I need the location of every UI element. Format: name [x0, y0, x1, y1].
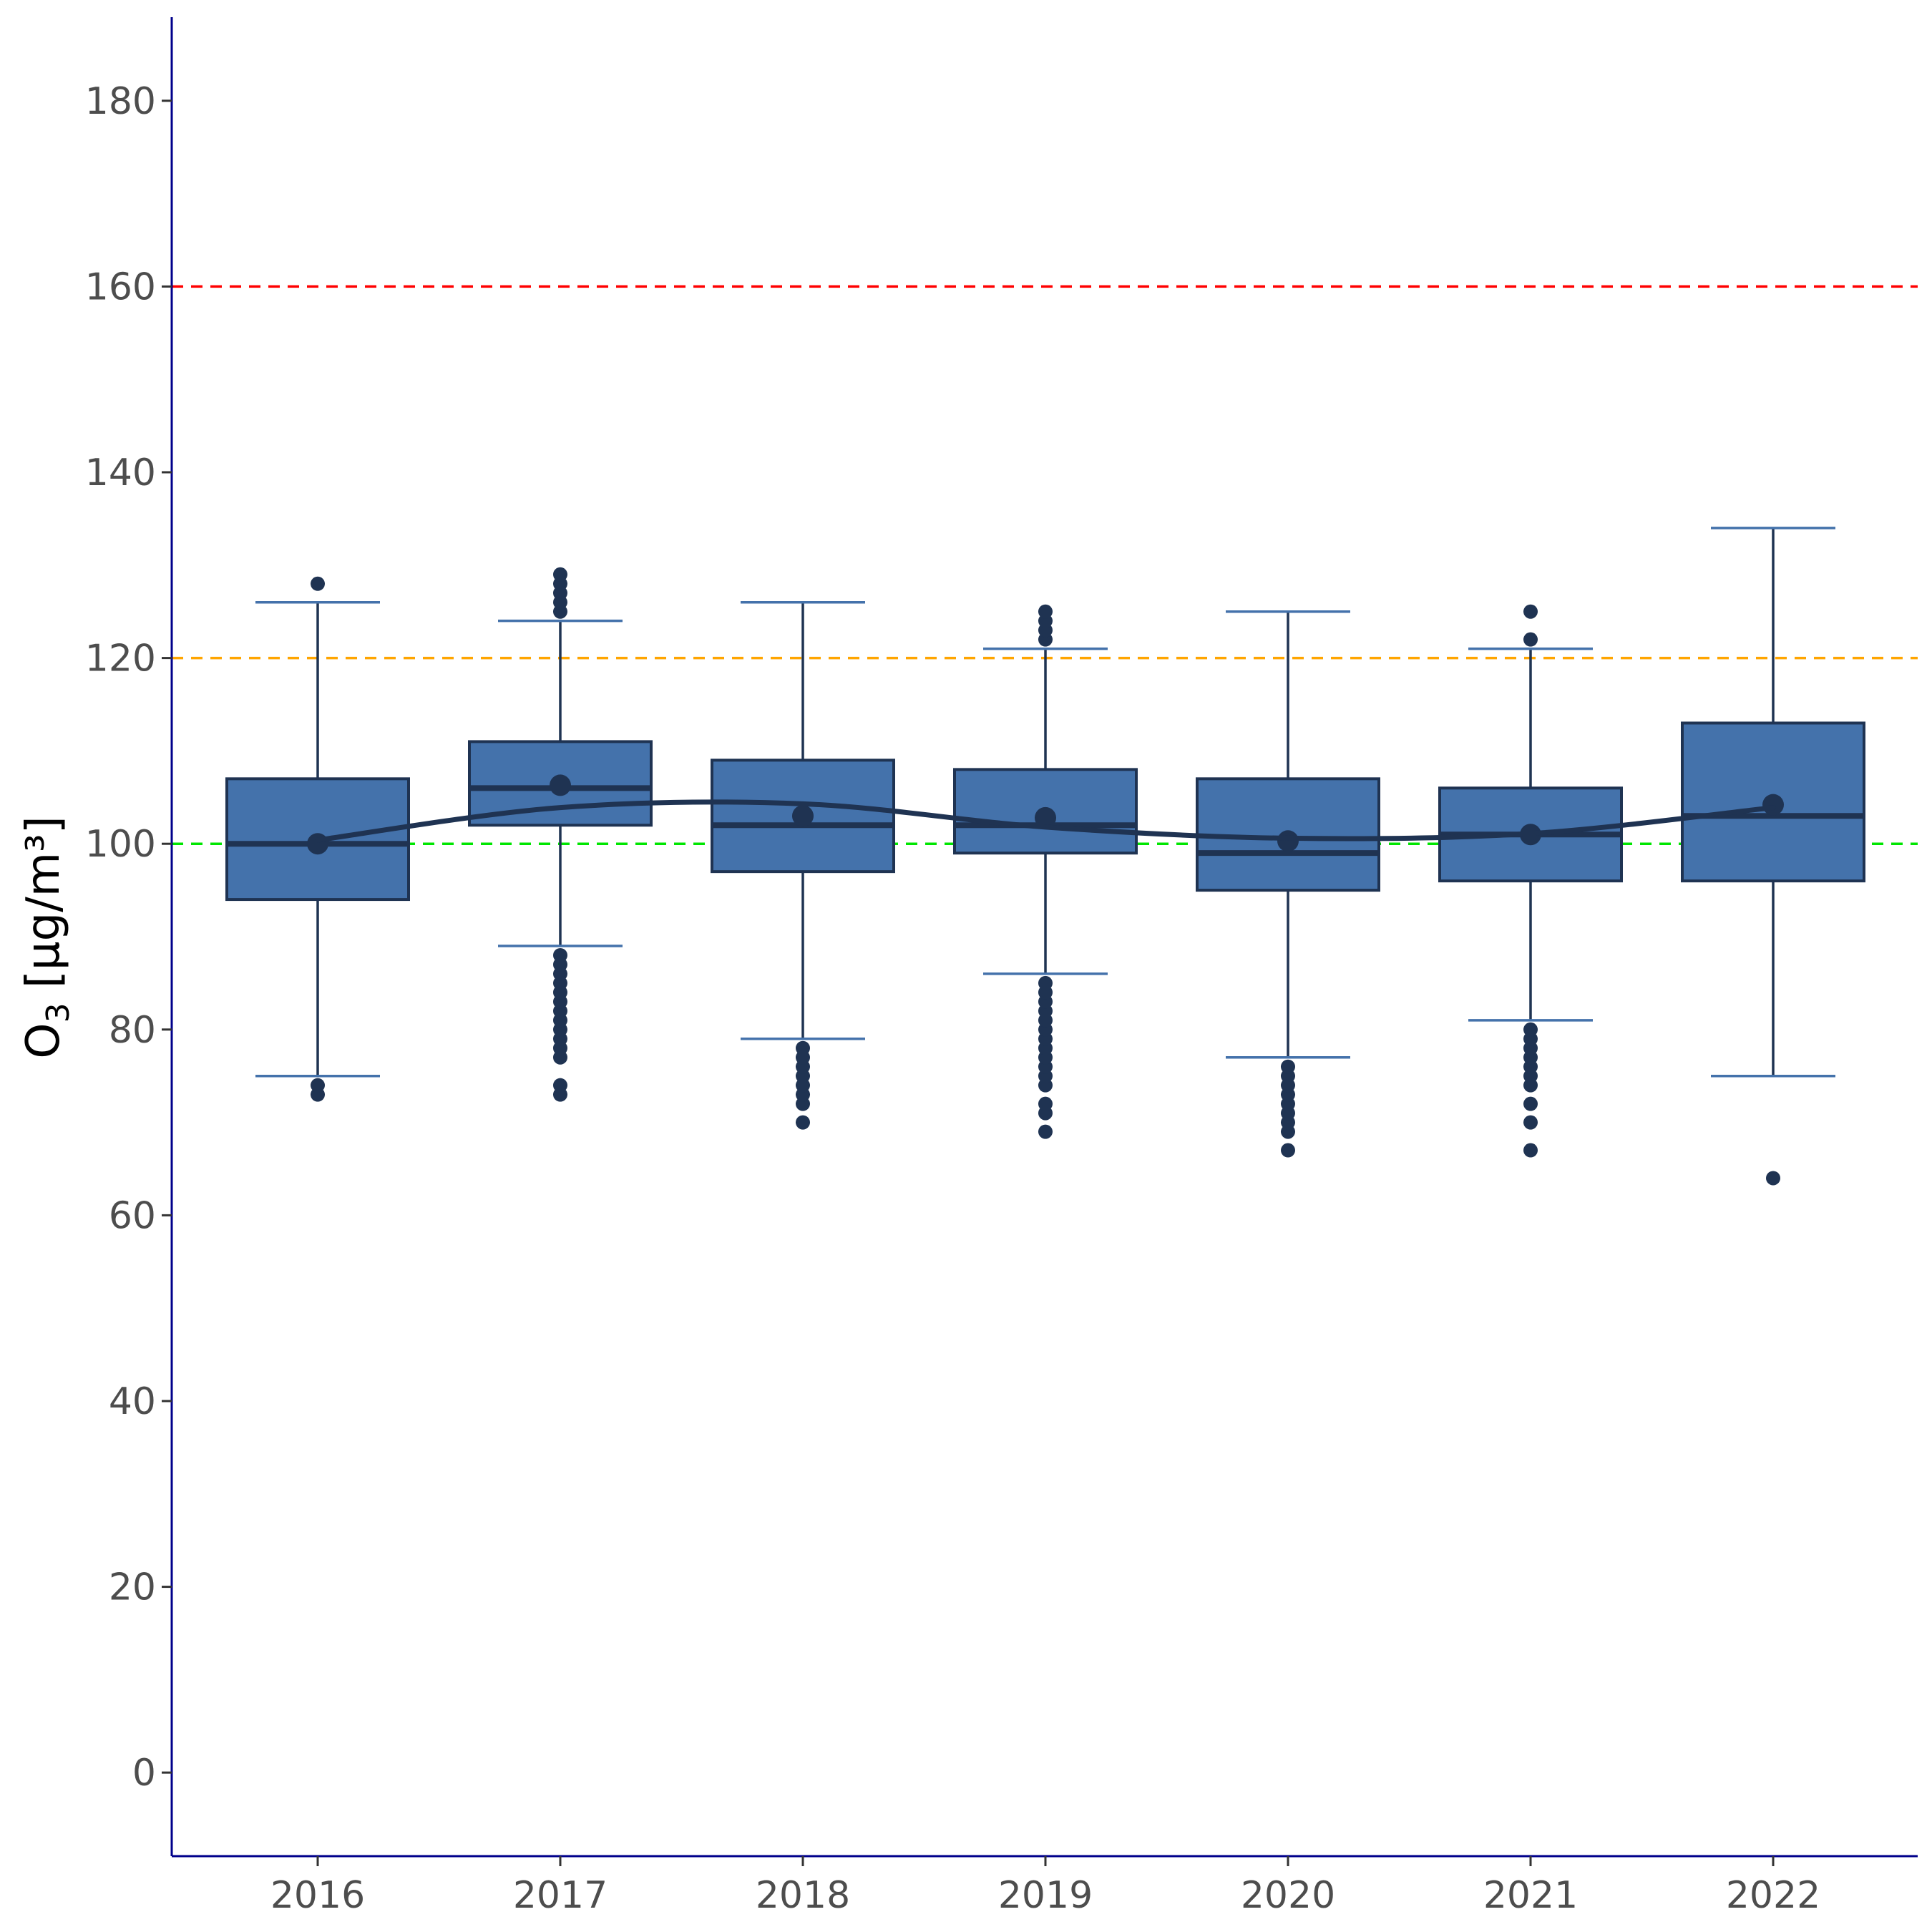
- x-ticks: 2016 2017 2018 2019 2020 2021 2022: [270, 1856, 1820, 1917]
- y-tick-label: 40: [109, 1380, 156, 1423]
- outlier-point: [1523, 1115, 1538, 1130]
- outlier-point: [1281, 1059, 1295, 1074]
- x-tick-label: 2022: [1726, 1874, 1820, 1917]
- box-2019: [953, 604, 1138, 1139]
- mean-point: [307, 833, 328, 855]
- trend-line: [315, 799, 1776, 843]
- y-tick-label: 100: [85, 823, 156, 866]
- outlier-point: [1523, 1096, 1538, 1111]
- x-tick-label: 2021: [1483, 1874, 1578, 1917]
- outlier-point: [1281, 1143, 1295, 1158]
- y-tick-label: 120: [85, 638, 156, 680]
- outlier-point: [553, 947, 567, 962]
- outlier-point: [1766, 1171, 1780, 1186]
- mean-point: [1035, 806, 1056, 829]
- box-2022: [1681, 527, 1865, 1186]
- outlier-point: [1038, 1124, 1053, 1139]
- outlier-point: [311, 1078, 325, 1093]
- x-tick-label: 2019: [998, 1874, 1093, 1917]
- y-tick-label: 140: [85, 452, 156, 494]
- box-2018: [711, 600, 895, 1130]
- outlier-point: [1038, 975, 1053, 990]
- mean-point: [550, 774, 571, 796]
- outlier-point: [553, 1078, 567, 1093]
- y-tick-label: 20: [109, 1566, 156, 1609]
- outlier-point: [1523, 604, 1538, 619]
- y-tick-label: 160: [85, 265, 156, 308]
- box-2021: [1438, 604, 1623, 1158]
- outlier-point: [796, 1115, 810, 1130]
- x-tick-label: 2018: [756, 1874, 850, 1917]
- x-tick-label: 2020: [1241, 1874, 1335, 1917]
- x-tick-label: 2016: [270, 1874, 365, 1917]
- outlier-point: [1523, 632, 1538, 647]
- trend-layer: [315, 799, 1776, 843]
- outlier-point: [1038, 1096, 1053, 1111]
- y-tick-label: 0: [132, 1752, 156, 1795]
- outlier-point: [1523, 1143, 1538, 1158]
- y-tick-label: 80: [109, 1009, 156, 1052]
- y-axis-title-unit: [µg/m³]: [17, 816, 70, 1002]
- y-tick-label: 60: [109, 1194, 156, 1237]
- y-axis-title-main: O: [17, 1023, 70, 1058]
- outlier-point: [311, 576, 325, 591]
- mean-point: [792, 805, 814, 827]
- box-2020: [1196, 610, 1380, 1158]
- y-axis-title: O3 [µg/m³]: [17, 816, 77, 1059]
- box-plots: [225, 527, 1865, 1186]
- mean-point: [1762, 794, 1784, 816]
- box-2017: [468, 567, 653, 1102]
- mean-point: [1277, 830, 1299, 852]
- outlier-point: [1523, 1022, 1538, 1037]
- x-tick-label: 2017: [513, 1874, 608, 1917]
- outlier-point: [1038, 604, 1053, 619]
- y-ticks: 0 20 40 60 80 100 120 140 160 180: [85, 80, 172, 1795]
- y-tick-label: 180: [85, 80, 156, 123]
- outlier-point: [796, 1040, 810, 1055]
- y-axis-title-subscript: 3: [40, 1002, 77, 1023]
- outlier-point: [553, 567, 567, 582]
